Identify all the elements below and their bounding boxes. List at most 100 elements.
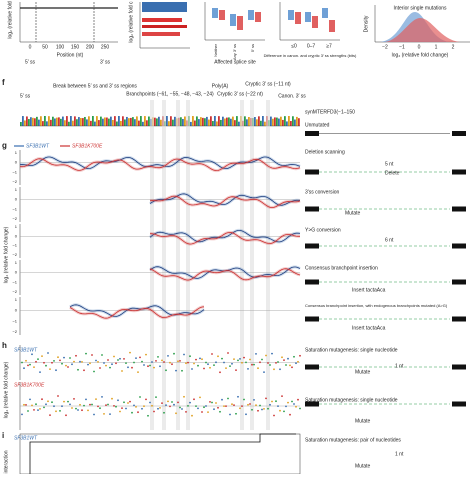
dot [297,398,299,401]
logo-letter [166,116,168,126]
panel-letter: f [2,78,5,87]
legend-label: SF3B1K700E [72,143,103,149]
logo-letter [272,118,274,126]
dot [251,363,253,366]
dot [187,361,189,364]
logo-letter [168,121,170,126]
logo-letter [184,116,186,126]
row-label: Deletion scanning [305,149,345,155]
dot [197,364,199,367]
highlight [162,100,166,430]
dot [249,358,251,361]
dot [173,352,175,355]
dot [163,411,165,414]
logo-letter [236,116,238,126]
logo-letter [202,117,204,126]
dot [281,356,283,359]
panel-a: log₂ (relative fold 0 50 100 150 200 250… [7,1,118,65]
dot [167,355,169,357]
dot [199,357,201,360]
dot [89,403,91,406]
logo-letter [288,116,290,126]
dot [265,397,267,400]
dot [175,369,177,372]
dot [93,413,95,416]
logo-letter [204,118,206,126]
dot [71,363,73,366]
exon [452,401,466,407]
logo-letter [90,120,92,126]
dot [145,398,147,401]
logo-letter [290,121,292,126]
dot [141,360,143,363]
dot [259,404,261,407]
logo-letter [280,116,282,126]
logo-letter [276,117,278,126]
highlight [150,100,154,430]
dot [191,368,193,370]
y-tick-label: 1 [15,150,18,155]
dot [277,405,279,407]
dot [31,353,33,356]
action: Mutate [355,463,371,469]
logo-letter [78,117,80,126]
dot [97,361,99,363]
dot [91,403,93,406]
dot [51,361,53,364]
panel-e: Interior single mutations Density −2 −1 … [363,5,470,58]
y-tick-label: 0 [15,308,18,313]
dot [277,361,279,363]
dot [195,405,197,407]
dot [25,404,27,406]
dot [273,414,275,417]
dot [45,403,47,406]
dot [117,359,119,361]
exon [305,243,319,249]
dot [103,362,105,364]
dot [221,398,223,401]
dot [165,369,167,372]
trace [69,306,205,319]
dot [269,403,271,406]
logo-letter [256,119,258,126]
panel-i: i SF3B1WT interaction Saturation mutagen… [2,431,404,475]
dot [215,361,217,364]
dot [231,403,233,406]
sequence-logo [20,116,300,127]
annotation: 5′ ss [20,93,31,99]
exon [452,169,466,175]
dot [263,371,265,373]
dot [125,362,127,364]
size: 1 nt [395,363,404,369]
dot [159,407,161,409]
dot [201,411,203,413]
panel-letter: g [2,141,7,150]
dot [25,359,27,362]
dot [107,403,109,406]
dot [135,406,137,408]
dot [219,410,221,413]
logo-letter [104,117,106,126]
action: Insert tactaAca [352,325,386,331]
logo-letter [228,117,230,126]
logo-letter [44,116,46,126]
dot [153,366,155,369]
row-label: Consensus branchpoint insertion [305,265,378,271]
dot [243,356,245,359]
logo-letter [284,116,286,126]
dot [205,361,207,364]
dot [167,400,169,403]
dot [111,363,113,366]
dot [243,398,245,401]
tick: 2 [452,44,455,50]
dot [171,363,173,366]
logo-letter [84,116,86,126]
dot [287,357,289,360]
dot [231,362,233,365]
logo-letter [218,116,220,126]
dot [269,364,271,366]
exon [305,316,319,322]
dot [191,414,193,417]
dot [121,407,123,409]
dot [31,404,33,407]
